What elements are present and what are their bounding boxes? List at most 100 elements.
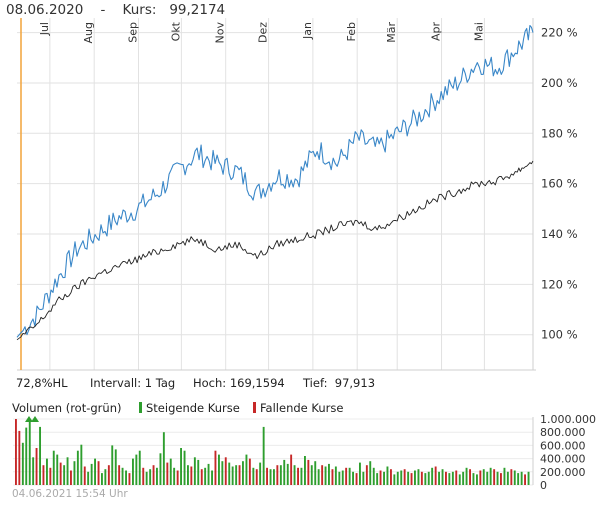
x-tick-label: Aug bbox=[82, 22, 95, 43]
volume-bar bbox=[341, 470, 344, 485]
volume-bar bbox=[476, 474, 478, 485]
volume-bar bbox=[39, 426, 41, 485]
x-tick-label: Sep bbox=[126, 22, 139, 43]
volume-bar bbox=[506, 471, 509, 485]
legend-falling-label: Fallende Kurse bbox=[260, 401, 344, 415]
volume-bar bbox=[489, 467, 492, 485]
volume-bar bbox=[173, 467, 176, 485]
volume-bar bbox=[162, 432, 165, 485]
volume-bar bbox=[15, 419, 17, 485]
volume-bar bbox=[63, 465, 66, 485]
volume-bar bbox=[180, 448, 182, 485]
volume-bar bbox=[266, 467, 268, 485]
volume-y-tick-label: 0 bbox=[540, 479, 547, 492]
volume-bar bbox=[66, 457, 69, 485]
volume-bar bbox=[383, 471, 385, 485]
x-tick-label: Nov bbox=[214, 22, 227, 44]
x-tick-label: Okt bbox=[169, 21, 182, 41]
volume-overflow-arrow bbox=[31, 416, 39, 422]
volume-bar bbox=[465, 467, 468, 485]
volume-bar bbox=[269, 469, 272, 485]
volume-bar bbox=[441, 469, 444, 485]
volume-bar bbox=[207, 463, 210, 485]
volume-bar bbox=[410, 473, 413, 485]
volume-bar bbox=[524, 474, 526, 485]
header-separator: - bbox=[100, 2, 106, 18]
volume-bar bbox=[386, 466, 389, 485]
stat-high: Hoch: 169,1594 bbox=[193, 376, 285, 390]
series-line-black bbox=[16, 160, 534, 341]
x-tick-layer: Jul Aug Sep Okt Nov Dez Jan Feb Mär Apr Mai bbox=[38, 21, 486, 43]
volume-bar bbox=[211, 470, 213, 485]
volume-bar bbox=[255, 469, 258, 485]
falling-swatch bbox=[253, 402, 256, 413]
volume-y-tick-label: 800.000 bbox=[540, 426, 586, 439]
volume-bar bbox=[121, 467, 124, 485]
volume-bar bbox=[334, 466, 337, 485]
legend-rising: Steigende Kurse bbox=[139, 401, 240, 415]
volume-bar bbox=[200, 469, 203, 485]
volume-bar bbox=[235, 465, 238, 485]
volume-bar bbox=[390, 469, 392, 485]
y-tick-label: 140 % bbox=[541, 227, 578, 241]
volume-bar bbox=[431, 467, 434, 485]
volume-bar bbox=[128, 473, 131, 485]
volume-bar bbox=[87, 471, 90, 485]
volume-bar bbox=[35, 448, 38, 485]
legend-rising-label: Steigende Kurse bbox=[146, 401, 240, 415]
x-tick-label: Dez bbox=[257, 22, 270, 43]
volume-bar bbox=[338, 471, 341, 485]
volume-bar bbox=[231, 466, 234, 485]
volume-bar bbox=[228, 462, 231, 485]
volume-bar bbox=[310, 465, 313, 485]
volume-y-tick-label: 600.000 bbox=[540, 439, 586, 452]
volume-bar bbox=[396, 471, 399, 485]
volume-bar bbox=[355, 473, 358, 485]
volume-bar bbox=[324, 466, 327, 485]
y-tick-label: 200 % bbox=[541, 76, 578, 90]
volume-bar bbox=[111, 445, 114, 485]
volume-bar bbox=[369, 461, 372, 485]
volume-bar bbox=[304, 456, 306, 485]
volume-bar bbox=[169, 458, 172, 485]
volume-bar bbox=[376, 473, 379, 485]
volume-y-tick-label: 200.000 bbox=[540, 466, 586, 479]
volume-bar bbox=[118, 465, 121, 485]
volume-bar bbox=[417, 469, 420, 485]
volume-bar bbox=[420, 471, 423, 485]
volume-bar bbox=[262, 426, 265, 485]
volume-bar bbox=[517, 473, 520, 485]
volume-bar bbox=[462, 471, 465, 485]
volume-bar bbox=[125, 470, 127, 485]
volume-bar bbox=[224, 457, 227, 485]
rising-swatch bbox=[139, 402, 142, 413]
x-tick-label: Jul bbox=[38, 22, 51, 36]
volume-bar bbox=[142, 467, 145, 485]
volume-bar bbox=[290, 454, 293, 485]
volume-bar bbox=[245, 454, 248, 485]
volume-bar bbox=[238, 465, 241, 485]
volume-bar bbox=[242, 461, 244, 485]
volume-bar bbox=[152, 465, 155, 485]
x-tick-label: Mär bbox=[385, 22, 398, 43]
volume-bar bbox=[114, 449, 117, 485]
volume-bar bbox=[42, 465, 45, 485]
volume-bar bbox=[221, 461, 224, 485]
volume-bar bbox=[496, 471, 499, 485]
volume-bar bbox=[451, 471, 454, 485]
volume-bar bbox=[273, 469, 275, 485]
y-tick-label: 160 % bbox=[541, 177, 578, 191]
volume-bar bbox=[486, 471, 489, 485]
volume-bar bbox=[307, 459, 310, 485]
volume-bar bbox=[503, 467, 506, 485]
volume-overflow-arrow bbox=[25, 416, 33, 422]
volume-bar bbox=[434, 466, 437, 485]
volume-bar bbox=[286, 463, 289, 485]
volume-bar bbox=[331, 469, 334, 485]
volume-bar bbox=[493, 469, 496, 485]
x-tick-label: Mai bbox=[472, 22, 485, 41]
volume-y-tick-label: 400.000 bbox=[540, 453, 586, 466]
volume-bar bbox=[104, 469, 107, 485]
